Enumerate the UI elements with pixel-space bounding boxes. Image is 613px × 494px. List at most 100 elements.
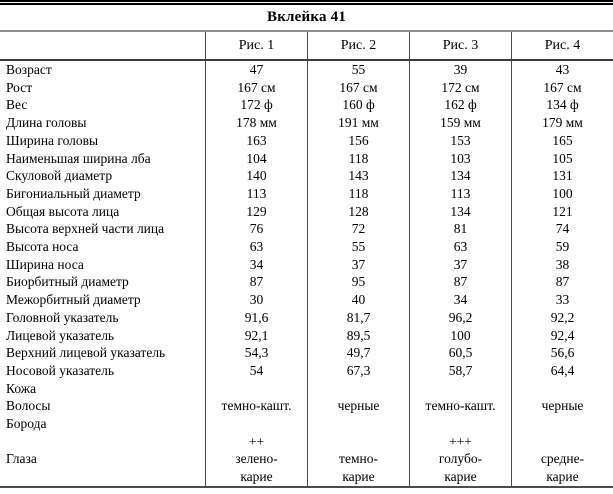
table-row: ++ +++	[0, 432, 613, 451]
table-cell: 118	[307, 184, 409, 203]
table-row: Бигониальный диаметр 113 118 113 100	[0, 184, 613, 203]
table-cell: 39	[409, 61, 511, 79]
row-label: Высота верхней части лица	[6, 221, 165, 237]
table-row: Кожа	[0, 379, 613, 398]
table-row: Высота верхней части лица 76 72 81 74	[0, 220, 613, 239]
row-label: Глаза	[6, 451, 37, 467]
data-table: Рис. 1 Рис. 2 Рис. 3 Рис. 4 Возраст 47 55 3…	[0, 32, 613, 486]
table-cell: +++	[409, 432, 511, 451]
table-cell: 47	[205, 61, 307, 79]
table-cell	[307, 379, 409, 398]
table-cell: 128	[307, 202, 409, 221]
table-cell: 100	[511, 184, 613, 203]
table-row: Верхний лицевой указатель 54,3 49,7 60,5 56,…	[0, 344, 613, 362]
table-cell: 179 мм	[511, 114, 613, 132]
table-cell	[511, 415, 613, 433]
table-cell	[205, 379, 307, 398]
table-cell: 55	[307, 61, 409, 79]
row-label: Лицевой указатель	[6, 327, 115, 343]
table-cell	[307, 415, 409, 433]
table-cell: темно-кашт.	[409, 397, 511, 416]
header-empty-cell	[0, 32, 205, 59]
table-cell: средне- карие	[511, 450, 613, 486]
table-cell: 40	[307, 291, 409, 309]
table-cell: 95	[307, 273, 409, 292]
table-cell: 103	[409, 149, 511, 168]
title-bottom-rule	[0, 30, 613, 32]
row-label: Ширина носа	[6, 256, 84, 272]
row-label: Кожа	[6, 380, 37, 396]
table-header-row: Рис. 1 Рис. 2 Рис. 3 Рис. 4	[0, 32, 613, 61]
table-cell: 113	[409, 184, 511, 203]
table-row: Лицевой указатель 92,1 89,5 100 92,4	[0, 326, 613, 345]
table-cell: 58,7	[409, 361, 511, 380]
table-cell: 113	[205, 184, 307, 203]
table-cell: 87	[409, 273, 511, 292]
row-label: Наименьшая ширина лба	[6, 150, 151, 166]
row-label: Длина головы	[6, 115, 87, 131]
table-cell: 167 см	[511, 78, 613, 97]
table-row: Глаза зелено- карие темно- карие голубо- ка…	[0, 450, 613, 486]
bottom-rule	[0, 485, 613, 488]
table-cell: 105	[511, 149, 613, 168]
table-row: Носовой указатель 54 67,3 58,7 64,4	[0, 361, 613, 380]
table-cell: 37	[409, 255, 511, 274]
table-cell: 43	[511, 61, 613, 79]
row-label: Головной указатель	[6, 309, 119, 325]
row-label: Борода	[6, 416, 47, 432]
table-row: Наименьшая ширина лба 104 118 103 105	[0, 149, 613, 168]
table-cell: 37	[307, 255, 409, 274]
row-label: Верхний лицевой указатель	[6, 345, 166, 361]
header-col-ris-2: Рис. 2	[307, 32, 409, 59]
table-cell: 160 ф	[307, 96, 409, 115]
table-cell: 72	[307, 220, 409, 239]
table-row: Ширина носа 34 37 37 38	[0, 255, 613, 274]
table-cell: 140	[205, 167, 307, 185]
table-cell: 33	[511, 291, 613, 309]
row-label: Скуловой диаметр	[6, 168, 113, 184]
table-cell: темно- карие	[307, 450, 409, 486]
table-row: Волосы темно-кашт. черные темно-кашт. черные	[0, 397, 613, 416]
table-cell: ++	[205, 432, 307, 451]
table-row: Биорбитный диаметр 87 95 87 87	[0, 273, 613, 292]
top-double-rule	[0, 0, 613, 5]
table-cell: 96,2	[409, 308, 511, 327]
table-cell: 92,2	[511, 308, 613, 327]
table-cell: 34	[409, 291, 511, 309]
table-row: Рост 167 см 167 см 172 см 167 см	[0, 78, 613, 97]
row-label: Вес	[6, 97, 28, 113]
table-cell: 121	[511, 202, 613, 221]
table-cell: 67,3	[307, 361, 409, 380]
table-cell: 76	[205, 220, 307, 239]
table-cell: 92,1	[205, 326, 307, 345]
table-cell: 167 см	[307, 78, 409, 97]
table-row: Возраст 47 55 39 43	[0, 61, 613, 79]
table-cell: 143	[307, 167, 409, 185]
table-cell: 172 ф	[205, 96, 307, 115]
table-cell: 64,4	[511, 361, 613, 380]
table-cell: 63	[409, 238, 511, 256]
table-cell: голубо- карие	[409, 450, 511, 486]
row-label: Носовой указатель	[6, 362, 115, 378]
table-cell: 81,7	[307, 308, 409, 327]
table-cell	[409, 415, 511, 433]
row-label: Бигониальный диаметр	[6, 185, 141, 201]
table-cell: 118	[307, 149, 409, 168]
table-cell: 165	[511, 131, 613, 150]
table-cell: 134 ф	[511, 96, 613, 115]
table-cell: 60,5	[409, 344, 511, 362]
table-row: Ширина головы 163 156 153 165	[0, 131, 613, 150]
table-body: Возраст 47 55 39 43 Рост 167 см 167 см 172 см 167…	[0, 61, 613, 486]
table-cell: черные	[307, 397, 409, 416]
row-label: Биорбитный диаметр	[6, 274, 129, 290]
table-cell: 89,5	[307, 326, 409, 345]
table-cell: 38	[511, 255, 613, 274]
table-cell: 81	[409, 220, 511, 239]
header-col-ris-1: Рис. 1	[205, 32, 307, 59]
table-cell: 55	[307, 238, 409, 256]
row-label: Возраст	[6, 62, 52, 77]
header-col-ris-3: Рис. 3	[409, 32, 511, 59]
table-row: Длина головы 178 мм 191 мм 159 мм 179 мм	[0, 114, 613, 132]
table-cell: 49,7	[307, 344, 409, 362]
table-cell	[205, 415, 307, 433]
